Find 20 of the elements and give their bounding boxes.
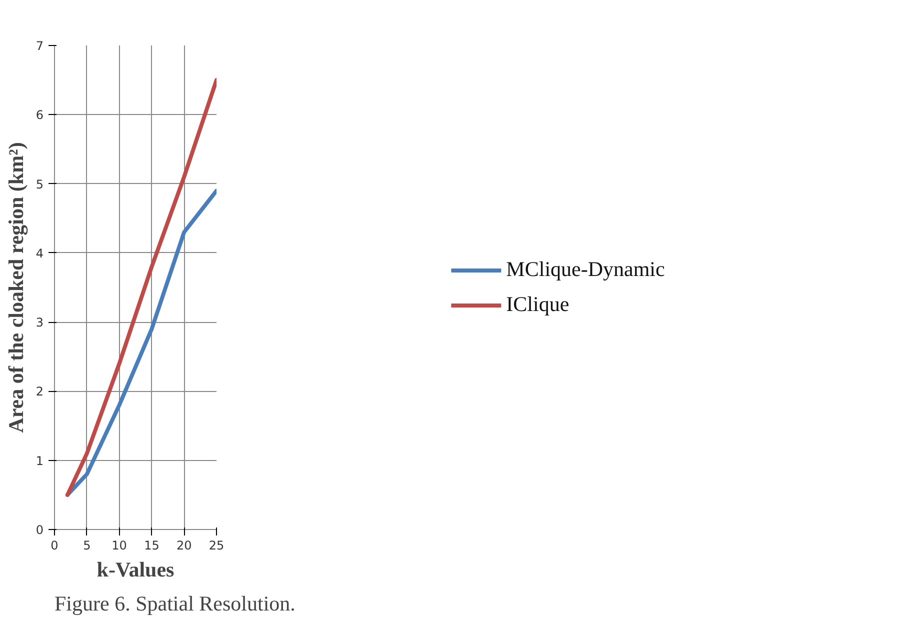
x-tick-label: 20 — [176, 538, 192, 552]
y-tick-label: 6 — [36, 108, 44, 122]
x-tick-label: 25 — [208, 538, 224, 552]
x-tick-label: 15 — [144, 538, 160, 552]
x-axis-title: k-Values — [96, 558, 174, 582]
x-tick-label: 5 — [83, 538, 91, 552]
y-tick-label: 7 — [36, 39, 44, 53]
y-tick-label: 0 — [36, 523, 44, 537]
y-tick-label: 1 — [36, 454, 44, 468]
y-tick-label: 3 — [36, 316, 44, 330]
y-axis-title: Area of the cloaked region (km²) — [4, 142, 28, 433]
caption: Figure 6. Spatial Resolution. — [54, 592, 296, 616]
y-tick-label: 2 — [36, 384, 44, 399]
legend-label: MClique-Dynamic — [506, 257, 665, 282]
y-tick-label: 5 — [36, 177, 44, 192]
x-tick-label: 10 — [112, 538, 127, 552]
legend-label: IClique — [506, 292, 570, 317]
x-tick-label: 0 — [50, 538, 58, 552]
y-tick-label: 4 — [36, 246, 44, 260]
line-series — [65, 78, 216, 497]
